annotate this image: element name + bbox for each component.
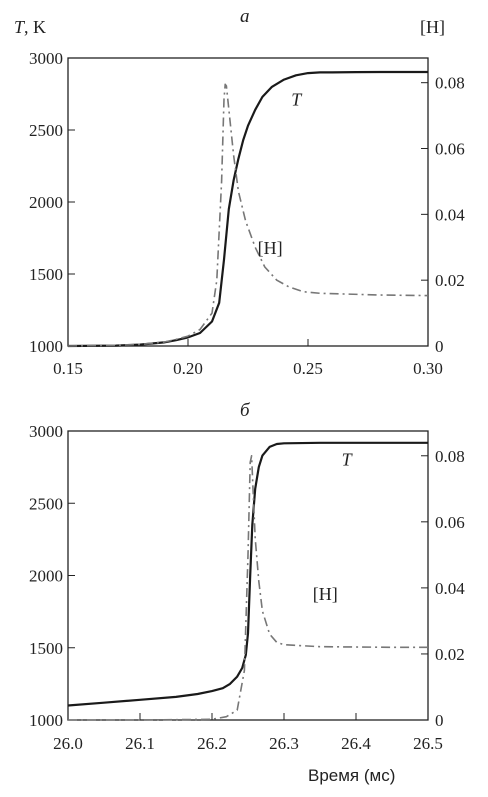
y-right-tick-label: 0: [435, 337, 444, 356]
panel-letter-b: б: [240, 400, 251, 421]
series-label-t: T: [342, 450, 354, 470]
series-label-h: [H]: [258, 238, 283, 258]
x-tick-label: 26.2: [197, 734, 227, 753]
x-tick-label: 26.0: [53, 734, 83, 753]
x-tick-label: 0.30: [413, 359, 443, 378]
y-left-tick-label: 2500: [29, 494, 63, 513]
y-right-tick-label: 0.08: [435, 74, 465, 93]
y-left-tick-label: 2000: [29, 567, 63, 586]
y-left-tick-label: 1000: [29, 711, 63, 730]
chart-panel-b: б Время (мс) 26.0 26.1 26.2 26.3 26.4 26.5 100…: [29, 400, 465, 785]
x-tick-label: 26.4: [341, 734, 371, 753]
y-left-tick-label: 1500: [29, 265, 63, 284]
y-left-tick-label: 3000: [29, 49, 63, 68]
y-right-tick-label: 0.02: [435, 271, 465, 290]
series-line-t: [67, 441, 428, 707]
x-tick-label: 26.1: [125, 734, 155, 753]
y-right-tick-label: 0.06: [435, 140, 465, 159]
panel-letter-a: a: [240, 6, 250, 27]
y-left-tick-label: 2000: [29, 193, 63, 212]
y-right-tick-label: 0: [435, 711, 444, 730]
y-right-tick-label: 0.04: [435, 205, 465, 224]
chart-panel-a: a T, K [H] 0.15 0.20 0.25 0.30 1000 1500 2000 2…: [14, 6, 465, 378]
x-tick-label: 0.25: [293, 359, 323, 378]
series-label-h: [H]: [313, 584, 338, 604]
y-left-tick-label: 2500: [29, 121, 63, 140]
x-tick-label: 0.15: [53, 359, 83, 378]
y-right-tick-label: 0.04: [435, 579, 465, 598]
y-right-tick-label: 0.08: [435, 447, 465, 466]
series-label-t: T: [291, 90, 303, 110]
y-axis-title-right-a: [H]: [420, 17, 445, 37]
y-right-tick-label: 0.06: [435, 513, 465, 532]
series-line-t: [67, 70, 428, 348]
series-line-h: [67, 83, 429, 347]
y-left-tick-label: 1000: [29, 337, 63, 356]
y-left-tick-label: 3000: [29, 422, 63, 441]
series-line-h: [68, 454, 428, 721]
y-left-tick-label: 1500: [29, 639, 63, 658]
plot-frame: [67, 57, 429, 347]
x-axis-title-b: Время (мс): [308, 766, 395, 785]
x-tick-label: 26.5: [413, 734, 443, 753]
y-right-tick-label: 0.02: [435, 645, 465, 664]
x-tick-label: 26.3: [269, 734, 299, 753]
y-axis-title-left-a: T, K: [14, 17, 46, 37]
x-tick-label: 0.20: [173, 359, 203, 378]
